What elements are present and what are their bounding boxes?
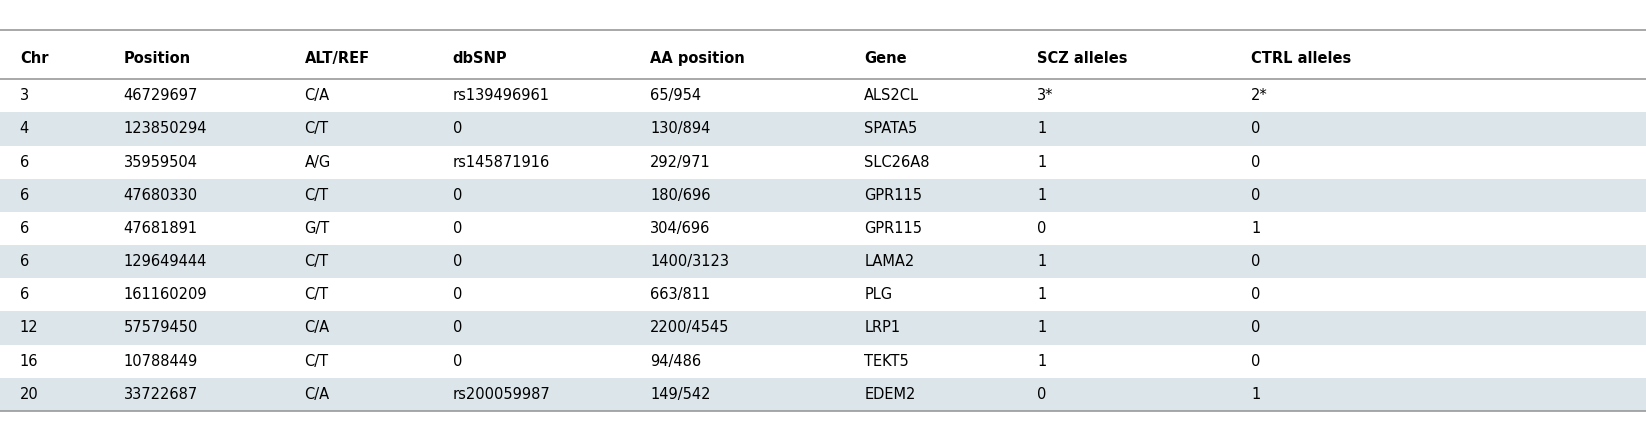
Text: 161160209: 161160209: [123, 287, 207, 302]
Text: 2*: 2*: [1251, 88, 1267, 103]
Text: C/T: C/T: [305, 122, 329, 137]
Text: TEKT5: TEKT5: [864, 354, 909, 369]
Text: 663/811: 663/811: [650, 287, 711, 302]
Text: LRP1: LRP1: [864, 321, 900, 336]
Text: 0: 0: [1037, 221, 1047, 236]
Text: 292/971: 292/971: [650, 155, 711, 169]
Text: 35959504: 35959504: [123, 155, 198, 169]
Bar: [0, 312, 1646, 345]
Text: G/T: G/T: [305, 221, 329, 236]
Text: 6: 6: [20, 155, 30, 169]
Bar: [0, 245, 1646, 278]
Text: 0: 0: [453, 254, 463, 269]
Text: GPR115: GPR115: [864, 221, 922, 236]
Text: rs200059987: rs200059987: [453, 387, 550, 402]
Bar: [0, 146, 1646, 179]
Text: 0: 0: [1251, 254, 1261, 269]
Bar: [0, 377, 1646, 411]
Text: 0: 0: [1037, 387, 1047, 402]
Text: 6: 6: [20, 188, 30, 203]
Text: CTRL alleles: CTRL alleles: [1251, 51, 1351, 66]
Text: 149/542: 149/542: [650, 387, 711, 402]
Text: SLC26A8: SLC26A8: [864, 155, 930, 169]
Text: 47680330: 47680330: [123, 188, 198, 203]
Text: LAMA2: LAMA2: [864, 254, 915, 269]
Bar: [0, 345, 1646, 377]
Text: 0: 0: [453, 354, 463, 369]
Text: 180/696: 180/696: [650, 188, 711, 203]
Text: SCZ alleles: SCZ alleles: [1037, 51, 1128, 66]
Text: 0: 0: [1251, 155, 1261, 169]
Text: 4: 4: [20, 122, 30, 137]
Text: C/A: C/A: [305, 88, 329, 103]
Text: 16: 16: [20, 354, 38, 369]
Text: 1: 1: [1037, 188, 1047, 203]
Text: 1: 1: [1037, 122, 1047, 137]
Text: 12: 12: [20, 321, 38, 336]
Text: ALT/REF: ALT/REF: [305, 51, 370, 66]
Text: 1: 1: [1037, 354, 1047, 369]
Text: 47681891: 47681891: [123, 221, 198, 236]
Text: Gene: Gene: [864, 51, 907, 66]
Text: 0: 0: [1251, 188, 1261, 203]
Text: 0: 0: [453, 321, 463, 336]
Text: 0: 0: [453, 221, 463, 236]
Text: C/A: C/A: [305, 387, 329, 402]
Text: C/T: C/T: [305, 188, 329, 203]
Text: 1: 1: [1037, 155, 1047, 169]
Text: rs145871916: rs145871916: [453, 155, 550, 169]
Text: C/T: C/T: [305, 254, 329, 269]
Text: 0: 0: [1251, 321, 1261, 336]
Text: PLG: PLG: [864, 287, 892, 302]
Text: 0: 0: [453, 287, 463, 302]
Text: GPR115: GPR115: [864, 188, 922, 203]
Text: 1: 1: [1251, 387, 1261, 402]
Text: 304/696: 304/696: [650, 221, 711, 236]
Text: 6: 6: [20, 287, 30, 302]
Text: 20: 20: [20, 387, 38, 402]
Text: 123850294: 123850294: [123, 122, 207, 137]
Text: 129649444: 129649444: [123, 254, 207, 269]
Text: AA position: AA position: [650, 51, 746, 66]
Text: 94/486: 94/486: [650, 354, 701, 369]
Text: A/G: A/G: [305, 155, 331, 169]
Text: 1: 1: [1037, 254, 1047, 269]
Text: 3*: 3*: [1037, 88, 1053, 103]
Bar: [0, 113, 1646, 146]
Text: 1: 1: [1037, 287, 1047, 302]
Text: Chr: Chr: [20, 51, 48, 66]
Text: EDEM2: EDEM2: [864, 387, 915, 402]
Text: 1400/3123: 1400/3123: [650, 254, 729, 269]
Text: 130/894: 130/894: [650, 122, 711, 137]
Text: SPATA5: SPATA5: [864, 122, 917, 137]
Text: 0: 0: [453, 122, 463, 137]
Text: 1: 1: [1037, 321, 1047, 336]
Text: 46729697: 46729697: [123, 88, 198, 103]
Text: 57579450: 57579450: [123, 321, 198, 336]
Text: rs139496961: rs139496961: [453, 88, 550, 103]
Bar: [0, 79, 1646, 113]
Text: 10788449: 10788449: [123, 354, 198, 369]
Bar: [0, 30, 1646, 79]
Text: 6: 6: [20, 221, 30, 236]
Text: C/T: C/T: [305, 354, 329, 369]
Bar: [0, 278, 1646, 311]
Bar: [0, 212, 1646, 245]
Text: 65/954: 65/954: [650, 88, 701, 103]
Text: 0: 0: [453, 188, 463, 203]
Text: dbSNP: dbSNP: [453, 51, 507, 66]
Bar: [0, 179, 1646, 212]
Text: 3: 3: [20, 88, 30, 103]
Text: 6: 6: [20, 254, 30, 269]
Text: 0: 0: [1251, 354, 1261, 369]
Text: ALS2CL: ALS2CL: [864, 88, 918, 103]
Text: 1: 1: [1251, 221, 1261, 236]
Text: 33722687: 33722687: [123, 387, 198, 402]
Text: C/A: C/A: [305, 321, 329, 336]
Text: 0: 0: [1251, 122, 1261, 137]
Text: Position: Position: [123, 51, 191, 66]
Text: 2200/4545: 2200/4545: [650, 321, 729, 336]
Text: 0: 0: [1251, 287, 1261, 302]
Text: C/T: C/T: [305, 287, 329, 302]
